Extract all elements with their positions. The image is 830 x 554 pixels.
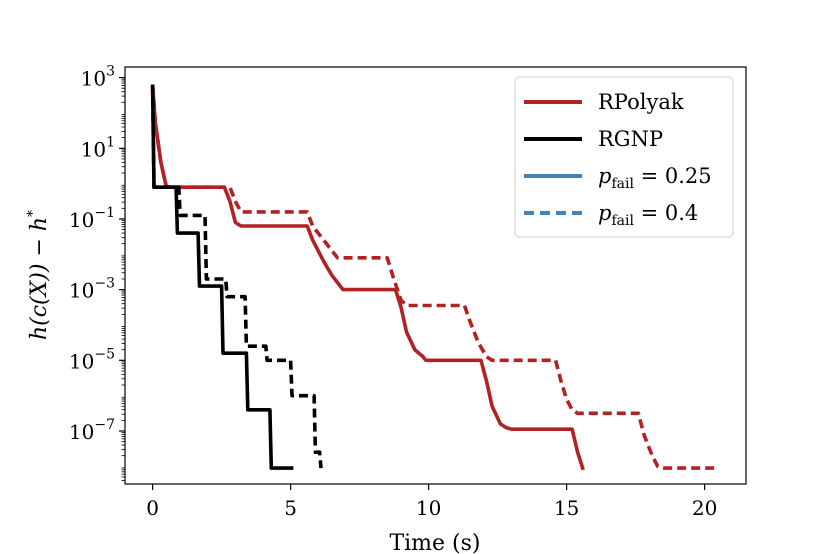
- series-line-rgnp-pfail-0.4: [150, 84, 323, 469]
- y-axis-label-base: h(c(X)) − h: [27, 217, 52, 340]
- y-tick-label: 103: [81, 64, 115, 91]
- legend-label: pfail = 0.25: [598, 164, 712, 192]
- x-tick-label: 0: [146, 496, 159, 520]
- x-tick-label: 15: [554, 496, 579, 520]
- y-tick-label: 10−3: [69, 276, 115, 303]
- legend: RPolyak RGNP pfail = 0.25 pfail = 0.4: [514, 76, 734, 238]
- series-line-rpolyak-pfail-0.4: [150, 84, 719, 470]
- y-tick-label: 101: [81, 134, 115, 161]
- x-axis-label: Time (s): [389, 531, 480, 554]
- y-tick-label: 10−5: [69, 346, 115, 373]
- x-tick-label: 20: [692, 496, 717, 520]
- y-tick-label: 10−7: [69, 417, 115, 444]
- x-axis: 0 5 10 15 20: [146, 484, 717, 520]
- x-tick-label: 5: [284, 496, 297, 520]
- y-axis-label: h(c(X)) − h*: [25, 210, 52, 340]
- y-axis: 103 101 10−1 10−3 10−5 10−7: [69, 64, 125, 481]
- legend-label: RGNP: [598, 127, 663, 151]
- series-layer: [150, 84, 719, 471]
- legend-label: RPolyak: [598, 90, 684, 114]
- y-axis-label-sup: *: [25, 210, 41, 217]
- legend-box: [514, 76, 734, 238]
- series-line-rpolyak-pfail-0.25: [150, 84, 585, 471]
- legend-label: pfail = 0.4: [598, 201, 698, 229]
- plot-frame: [124, 66, 747, 485]
- y-tick-label: 10−1: [69, 205, 115, 232]
- series-line-rgnp-pfail-0.25: [150, 84, 294, 470]
- x-tick-label: 10: [416, 496, 441, 520]
